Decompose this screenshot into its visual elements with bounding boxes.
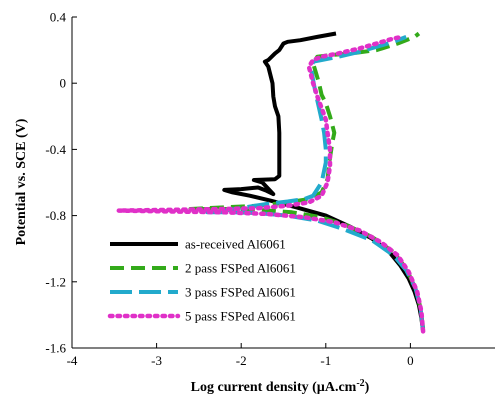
series-line-3 bbox=[205, 35, 426, 332]
legend-label-1: as-received Al6061 bbox=[185, 237, 286, 252]
legend-label-2: 2 pass FSPed Al6061 bbox=[185, 261, 296, 276]
y-tick-label: -0.8 bbox=[45, 208, 66, 223]
legend-label-4: 5 pass FSPed Al6061 bbox=[185, 309, 296, 324]
x-axis-title: Log current density (µA.cm-2) bbox=[191, 378, 370, 396]
y-tick-label: 0.4 bbox=[50, 10, 67, 25]
plot-series bbox=[116, 31, 426, 334]
y-tick-label: -0.4 bbox=[45, 142, 66, 157]
legend: as-received Al6061 2 pass FSPed Al6061 3 p… bbox=[107, 237, 296, 324]
x-tick-label: -1 bbox=[320, 353, 331, 368]
y-tick-label: -1.6 bbox=[45, 341, 66, 356]
x-tick-label: 0 bbox=[407, 353, 414, 368]
x-tick-label: -2 bbox=[236, 353, 247, 368]
legend-label-3: 3 pass FSPed Al6061 bbox=[185, 285, 296, 300]
series-line-4 bbox=[116, 34, 426, 334]
x-tick-label: -3 bbox=[151, 353, 162, 368]
y-axis-title: Potential vs. SCE (V) bbox=[14, 118, 29, 245]
y-tick-label: -1.2 bbox=[45, 274, 66, 289]
x-tick-label: -4 bbox=[67, 353, 78, 368]
plot-axes: -4 -3 -2 -1 0 0.4 0 -0.4 -0.8 -1.2 -1.6 bbox=[45, 10, 495, 368]
y-tick-label: 0 bbox=[60, 76, 67, 91]
